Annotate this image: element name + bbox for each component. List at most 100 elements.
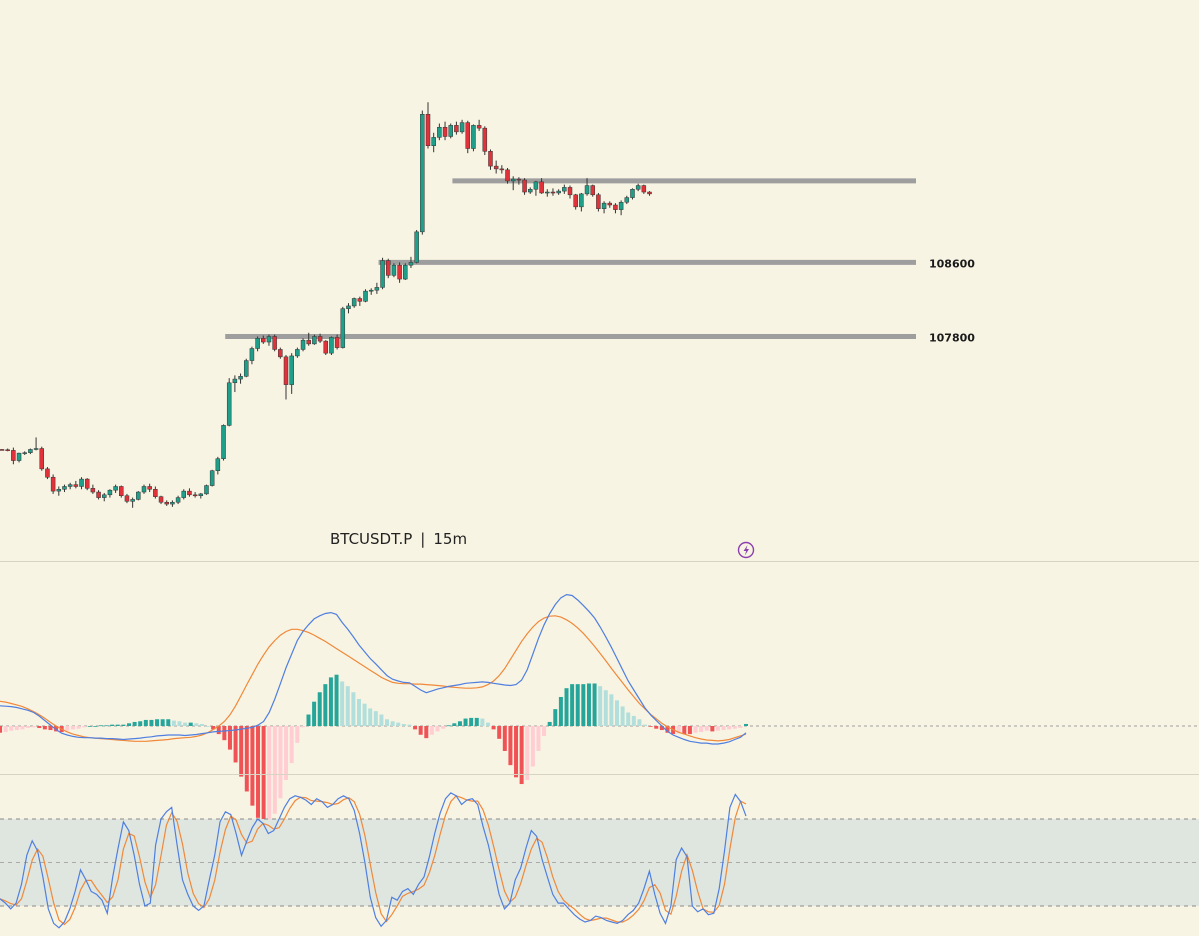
candle xyxy=(50,474,56,494)
candle xyxy=(442,121,448,141)
candle xyxy=(141,484,147,494)
candle xyxy=(226,378,232,427)
symbol-label: BTCUSDT.P xyxy=(330,530,412,548)
macd-histogram-bar xyxy=(424,726,429,739)
macd-histogram-bar xyxy=(284,726,289,780)
candle xyxy=(295,347,300,358)
candle-body xyxy=(476,125,482,129)
stochastic-pane[interactable] xyxy=(0,792,1199,929)
candle xyxy=(5,448,10,452)
candle xyxy=(28,448,33,455)
macd-histogram-bar xyxy=(710,726,715,732)
candle xyxy=(488,149,493,170)
macd-histogram-bar xyxy=(188,722,193,726)
macd-pane[interactable] xyxy=(0,593,1199,826)
macd-histogram-bar xyxy=(323,684,328,726)
candle xyxy=(596,192,601,212)
macd-histogram-bar xyxy=(37,726,42,729)
macd-histogram-bar xyxy=(592,683,597,726)
candle-body xyxy=(11,450,16,461)
candle xyxy=(334,334,340,350)
candle xyxy=(209,469,215,487)
candle xyxy=(340,306,346,349)
candle-body xyxy=(317,336,323,342)
candle xyxy=(584,178,590,196)
candle xyxy=(329,336,334,355)
macd-histogram-bar xyxy=(390,721,395,726)
candle xyxy=(255,336,260,352)
macd-histogram-bar xyxy=(312,701,317,726)
candle-body xyxy=(255,338,260,349)
candle-body xyxy=(266,336,272,343)
candle-body xyxy=(454,125,459,133)
candle-body xyxy=(459,122,465,133)
candle xyxy=(175,495,181,505)
stochastic-band-fill xyxy=(0,819,1199,906)
candle-body xyxy=(488,151,493,167)
candle xyxy=(380,257,385,290)
macd-histogram-bar xyxy=(626,712,631,726)
candle-body xyxy=(420,114,425,233)
macd-histogram-bar xyxy=(654,726,659,729)
candle xyxy=(113,484,118,493)
macd-histogram-bar xyxy=(368,708,373,726)
candle-body xyxy=(527,189,533,193)
candle-body xyxy=(403,264,408,280)
candle-body xyxy=(442,126,448,137)
macd-signal-line xyxy=(0,615,747,742)
candle xyxy=(420,110,425,235)
macd-histogram-bar xyxy=(356,699,361,726)
candle-body xyxy=(272,336,277,350)
macd-histogram-bar xyxy=(514,726,519,778)
candle-body xyxy=(437,126,442,138)
candle xyxy=(425,102,431,149)
candle xyxy=(641,184,647,194)
macd-histogram-bar xyxy=(295,726,300,743)
macd-histogram-bar xyxy=(70,726,75,730)
candle xyxy=(459,119,465,134)
lightning-icon[interactable] xyxy=(737,541,755,559)
macd-histogram-bar xyxy=(205,726,210,727)
candle-body xyxy=(448,125,453,137)
candle-body xyxy=(545,191,550,194)
candle-body xyxy=(539,181,544,194)
macd-histogram-bar xyxy=(446,725,451,727)
candle-body xyxy=(334,337,340,348)
macd-histogram-bar xyxy=(497,726,502,739)
candle-body xyxy=(187,490,192,496)
candle xyxy=(67,482,73,490)
price-pane[interactable]: 108600 107800 BTCUSDT.P | 15m xyxy=(0,102,975,559)
macd-histogram-bar xyxy=(441,726,446,729)
macd-histogram-bar xyxy=(676,726,681,734)
macd-histogram-bar xyxy=(211,726,216,730)
candle xyxy=(119,485,124,498)
candle-body xyxy=(226,382,232,426)
stochastic-k-line xyxy=(0,792,747,929)
candle-body xyxy=(243,360,249,377)
candle xyxy=(510,176,516,191)
candle-body xyxy=(312,336,317,345)
candle xyxy=(164,500,169,506)
macd-histogram-bar xyxy=(93,726,98,727)
candle xyxy=(11,447,16,465)
candle xyxy=(243,358,249,378)
candle xyxy=(198,492,204,499)
macd-histogram-bar xyxy=(480,718,485,726)
macd-histogram-bar xyxy=(542,726,547,737)
macd-histogram-bar xyxy=(132,721,137,726)
candle-body xyxy=(562,187,567,192)
macd-histogram-bar xyxy=(9,726,14,731)
candle xyxy=(437,123,442,141)
candle xyxy=(192,492,198,498)
candle xyxy=(567,185,573,199)
macd-histogram-bar xyxy=(485,722,490,726)
candle xyxy=(317,333,323,343)
macd-histogram-bar xyxy=(631,715,636,726)
candle-body xyxy=(357,298,363,302)
candle-body xyxy=(329,337,334,354)
candle-body xyxy=(153,489,158,497)
candle xyxy=(136,491,141,501)
